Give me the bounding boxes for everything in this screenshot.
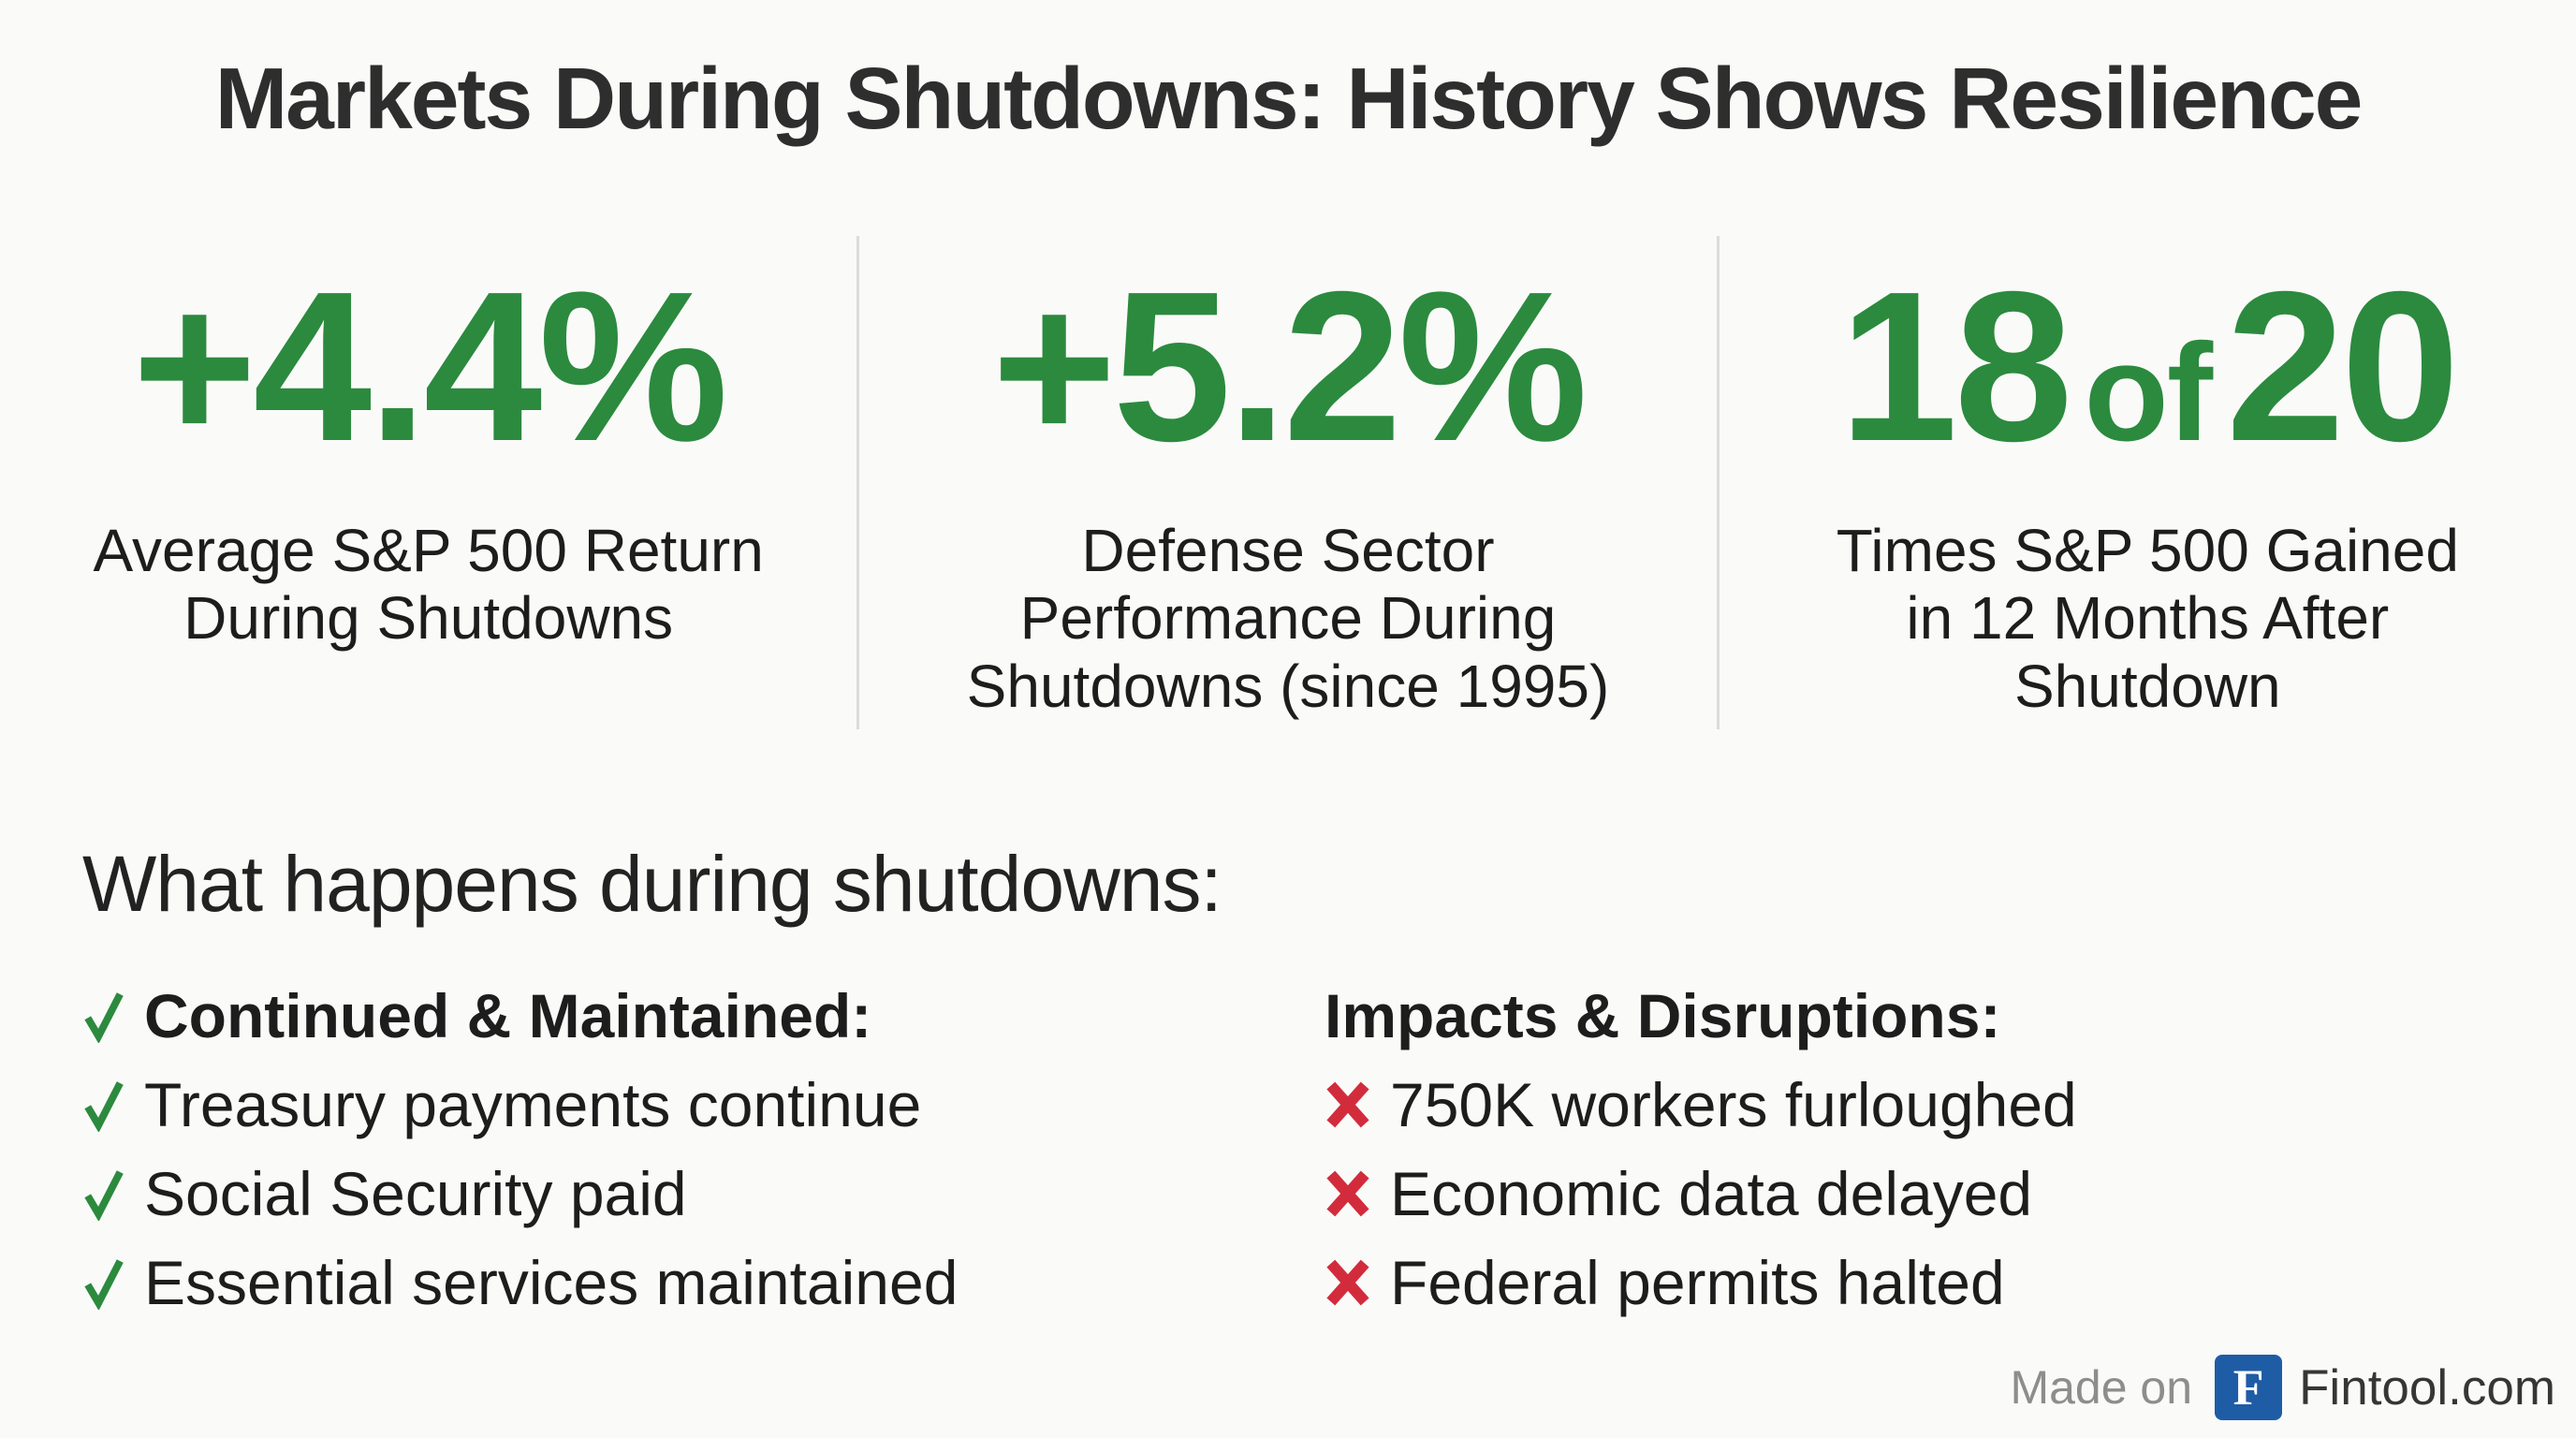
stat-label-line: During Shutdowns xyxy=(183,584,674,653)
check-icon xyxy=(84,1081,124,1132)
list-item-label: 750K workers furloughed xyxy=(1390,1070,2077,1139)
stat-label-line: Shutdowns (since 1995) xyxy=(966,652,1610,720)
stat-label-line: Times S&P 500 Gained xyxy=(1836,517,2459,584)
impacts-list: Impacts & Disruptions: 750K workers furl… xyxy=(1325,983,2539,1339)
footer: Made on F Fintool.com xyxy=(2010,1355,2555,1420)
stat-label-line: in 12 Months After xyxy=(1906,584,2390,653)
stat-label-line: Shutdown xyxy=(2013,652,2281,720)
stats-row: +4.4% Average S&P 500 Return During Shut… xyxy=(0,236,2576,729)
list-heading-row: Impacts & Disruptions: xyxy=(1325,983,2539,1049)
made-on-label: Made on xyxy=(2010,1361,2193,1414)
stat-value-number: 18 xyxy=(1838,248,2073,486)
x-icon xyxy=(1326,1259,1369,1306)
stat-value: +5.2% xyxy=(991,248,1588,486)
list-item-label: Economic data delayed xyxy=(1390,1159,2033,1228)
continued-list: Continued & Maintained: Treasury payment… xyxy=(82,983,1325,1339)
page-title: Markets During Shutdowns: History Shows … xyxy=(214,50,2364,147)
stat-value: 18 of20 xyxy=(1748,260,2548,474)
list-item: Treasury payments continue xyxy=(82,1072,1325,1137)
list-heading-row: Continued & Maintained: xyxy=(82,983,1325,1049)
list-item: 750K workers furloughed xyxy=(1325,1072,2539,1137)
list-item-label: Treasury payments continue xyxy=(144,1070,922,1139)
stat-label: Average S&P 500 Return During Shutdowns xyxy=(28,517,828,653)
section-heading: What happens during shutdowns: xyxy=(82,840,1222,928)
stat-label: Defense Sector Performance During Shutdo… xyxy=(887,517,1688,720)
list-item: Economic data delayed xyxy=(1325,1161,2539,1226)
stat-value-of: of xyxy=(2084,315,2213,470)
fintool-logo-letter: F xyxy=(2232,1359,2264,1416)
stat-label-line: Defense Sector xyxy=(1081,517,1495,584)
list-item: Social Security paid xyxy=(82,1161,1325,1226)
stat-card-sp500-return: +4.4% Average S&P 500 Return During Shut… xyxy=(0,236,856,729)
stat-label-line: Performance During xyxy=(1019,584,1557,653)
list-heading: Continued & Maintained: xyxy=(144,981,872,1050)
stat-label: Times S&P 500 Gained in 12 Months After … xyxy=(1748,517,2548,720)
stat-card-gained-after: 18 of20 Times S&P 500 Gained in 12 Months… xyxy=(1720,236,2576,729)
stat-card-defense-sector: +5.2% Defense Sector Performance During … xyxy=(856,236,1720,729)
x-icon xyxy=(1326,1170,1369,1217)
list-item-label: Social Security paid xyxy=(144,1159,687,1228)
check-icon xyxy=(84,992,124,1043)
check-icon xyxy=(84,1170,124,1221)
fintool-brand-label: Fintool.com xyxy=(2299,1359,2555,1416)
stat-label-line: Average S&P 500 Return xyxy=(93,517,764,584)
list-item-label: Federal permits halted xyxy=(1390,1248,2005,1317)
list-item: Essential services maintained xyxy=(82,1250,1325,1315)
list-item: Federal permits halted xyxy=(1325,1250,2539,1315)
shutdown-lists: Continued & Maintained: Treasury payment… xyxy=(82,983,2539,1339)
fintool-logo: F xyxy=(2215,1355,2283,1420)
stat-value-number: 20 xyxy=(2226,248,2460,486)
list-heading: Impacts & Disruptions: xyxy=(1325,981,2001,1050)
check-icon xyxy=(84,1259,124,1310)
x-icon xyxy=(1326,1081,1369,1128)
stat-value: +4.4% xyxy=(132,248,728,486)
list-item-label: Essential services maintained xyxy=(144,1248,959,1317)
